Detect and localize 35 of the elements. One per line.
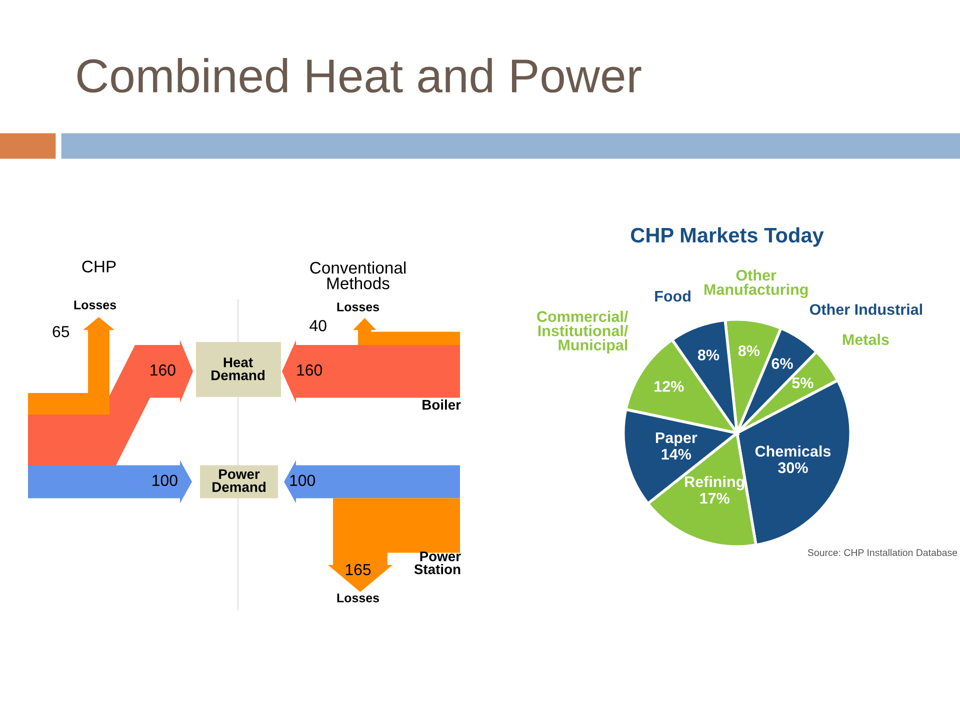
slice-label: Chemicals [755,445,831,457]
text: Losses [337,302,380,312]
text: Power Demand [212,469,266,492]
slice-label: Other Manufacturing [704,269,808,298]
text: 100 [152,474,178,486]
data-label: 8% [738,345,760,356]
data-label: 6% [772,358,793,369]
text: Boiler [422,400,461,410]
data-label: 30% [778,462,808,474]
data-label: 5% [792,378,814,388]
slice-label: Refining [685,476,744,490]
text: Conventional Methods [310,261,406,290]
data-label: 8% [698,350,720,360]
data-label: 17% [700,492,730,504]
text: CHP [82,260,116,272]
slice-label: Metals [842,334,889,346]
text: 160 [150,364,176,376]
source-note: Source: CHP Installation Database [808,548,958,556]
text: Losses [337,594,380,602]
slice-label: Paper [656,432,698,446]
chart-title: CHP Markets Today [630,227,824,247]
text: 65 [52,326,70,338]
text: 160 [297,364,322,376]
text: Power Station [414,552,461,574]
text: Heat Demand [212,358,264,380]
slice-label: Other Industrial [810,304,922,315]
text: Combined Heat and Power [77,58,642,93]
text: Losses [74,300,116,310]
data-label: 14% [662,448,692,460]
text: 40 [310,320,326,332]
text: 165 [346,564,371,576]
slice-label: Commercial/ Institutional/ Municipal [537,310,628,354]
text: 100 [290,474,316,486]
slice-label: Food [655,290,690,302]
data-label: 12% [654,381,684,392]
